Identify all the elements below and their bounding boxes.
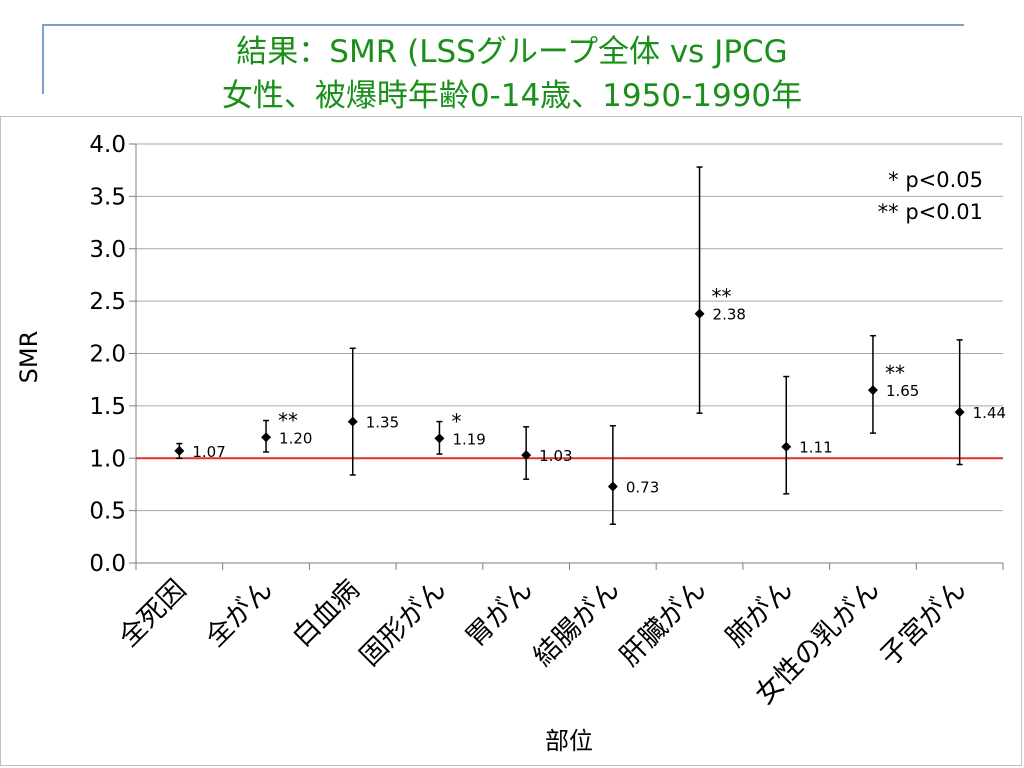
data-label: 1.03 (539, 447, 572, 465)
title-decoration-line (42, 24, 964, 26)
title-line-2: 女性、被爆時年齢0-14歳、1950-1990年 (221, 78, 803, 114)
data-label: 2.38 (713, 306, 746, 324)
category-label: 胃がん (460, 574, 539, 653)
category-label: 肝臓がん (614, 574, 712, 672)
category-label: 全死因 (113, 574, 192, 653)
category-label: 子宮がん (874, 574, 972, 672)
category-label: 結腸がん (528, 574, 626, 672)
significance-marker: ** (278, 408, 298, 432)
data-point-marker (694, 308, 705, 319)
data-points (136, 166, 1003, 525)
category-label: 白血病 (287, 574, 366, 653)
legend-line-1: * p<0.05 (888, 168, 983, 192)
legend-line-2: ** p<0.01 (878, 200, 983, 224)
title-line-1: 結果：SMR (LSSグループ全体 vs JPCG (236, 34, 788, 70)
y-tick-label: 2.0 (89, 342, 126, 368)
chart-frame: 0.0 0.5 1.0 1.5 2.0 2.5 3.0 3.5 4.0 1.07 全死因 1.20 **… (0, 116, 1022, 766)
data-point-marker (781, 441, 792, 452)
y-tick-label: 3.5 (89, 184, 126, 210)
data-label: 1.19 (452, 430, 485, 448)
data-point-marker (434, 433, 445, 444)
data-point-marker (521, 450, 532, 461)
y-tick-label: 3.0 (89, 237, 126, 263)
y-tick-label: 0.5 (89, 499, 126, 525)
category-label: 固形がん (354, 574, 452, 672)
x-axis-title: 部位 (545, 727, 593, 755)
data-label: 1.07 (192, 443, 225, 461)
data-point-marker (607, 481, 618, 492)
data-point-marker (867, 385, 878, 396)
data-label: 1.11 (799, 439, 832, 457)
data-point-marker (261, 432, 272, 443)
y-tick-label: 2.5 (89, 289, 126, 315)
significance-marker: * (451, 409, 461, 433)
data-label: 1.65 (886, 382, 919, 400)
category-label: 肺がん (720, 574, 799, 653)
smr-chart: 0.00.51.01.52.02.53.03.54.01.07全死因1.20**… (15, 132, 1006, 755)
y-tick-label: 0.0 (89, 551, 126, 577)
title-decoration-bracket (42, 24, 44, 94)
data-label: 1.35 (366, 414, 399, 432)
y-axis-title: SMR (15, 331, 43, 384)
data-point-marker (174, 445, 185, 456)
data-point-marker (347, 416, 358, 427)
axes (129, 143, 1004, 570)
category-label: 全がん (200, 574, 279, 653)
data-label: 0.73 (626, 479, 659, 497)
data-point-marker (954, 407, 965, 418)
data-label: 1.44 (973, 404, 1006, 422)
y-tick-label: 4.0 (89, 132, 126, 158)
slide-title: 結果：SMR (LSSグループ全体 vs JPCG 女性、被爆時年齢0-14歳、… (0, 30, 1024, 118)
y-tick-label: 1.0 (89, 446, 126, 472)
data-label: 1.20 (279, 429, 312, 447)
y-tick-label: 1.5 (89, 394, 126, 420)
significance-marker: ** (712, 285, 732, 309)
significance-marker: ** (885, 361, 905, 385)
labels: 0.00.51.01.52.02.53.03.54.01.07全死因1.20**… (89, 132, 1006, 711)
